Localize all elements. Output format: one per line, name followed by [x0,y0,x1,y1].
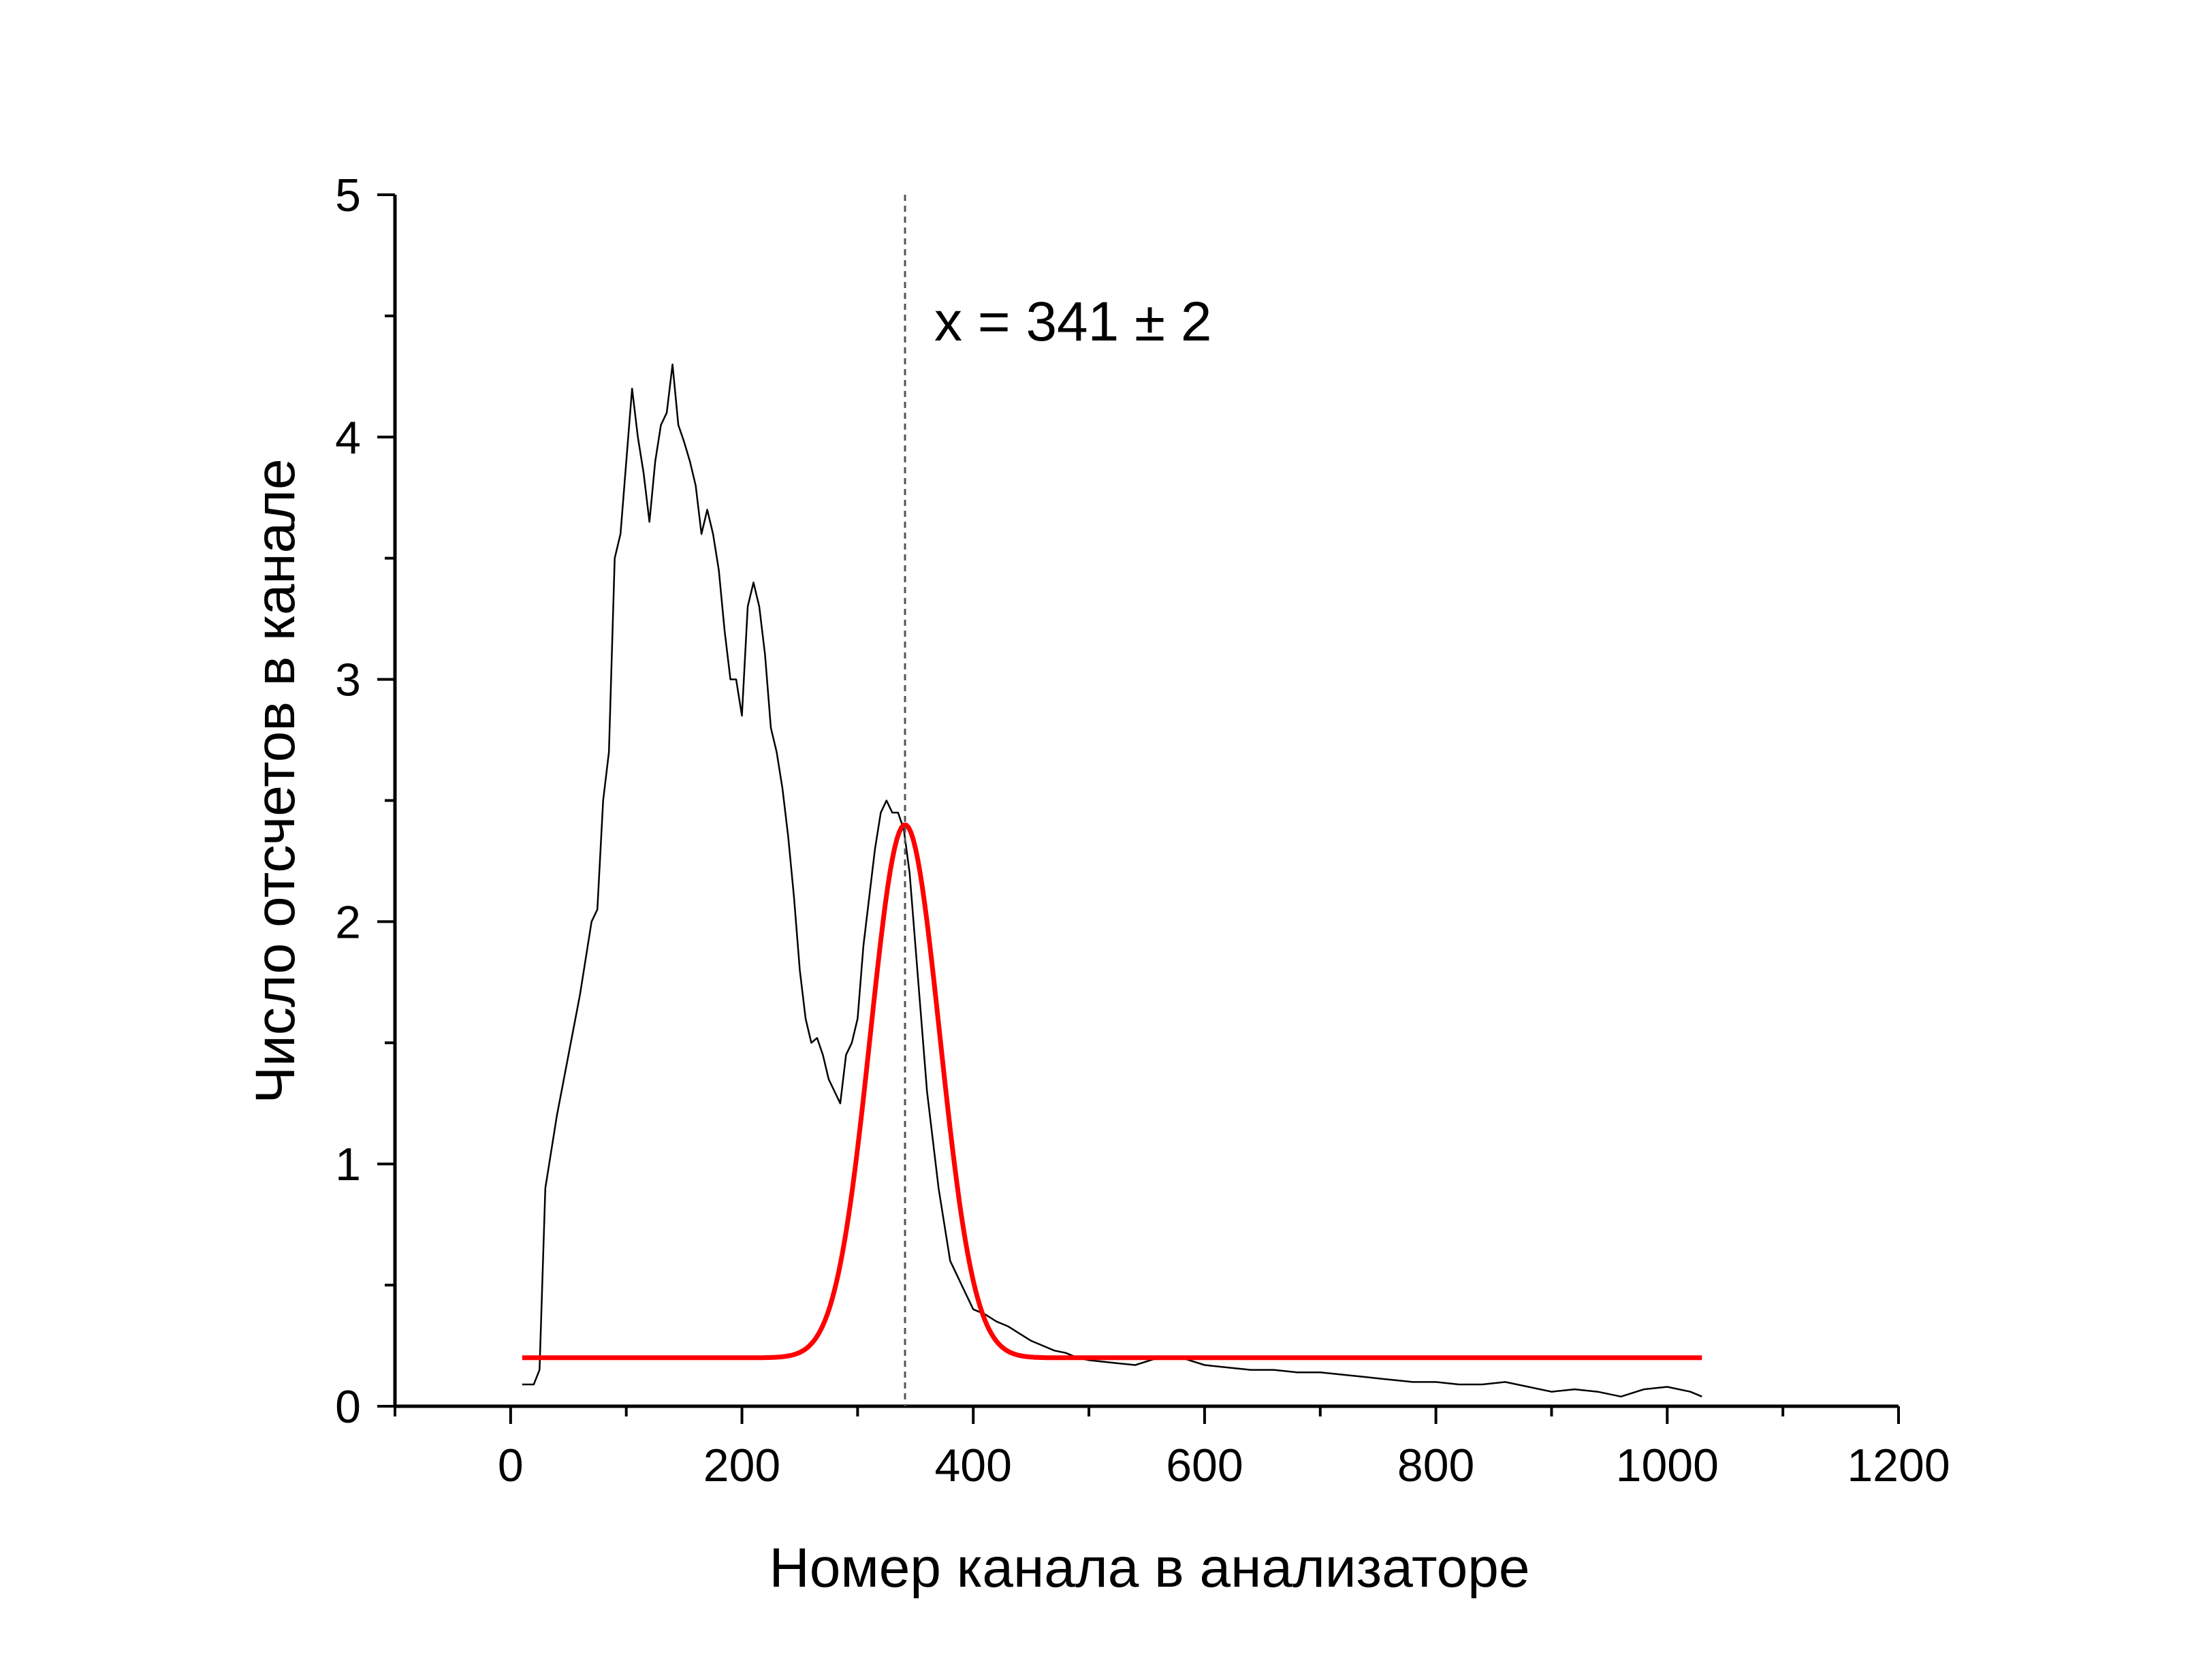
y-tick-label: 4 [335,412,361,464]
axes [393,195,1899,1408]
y-tick-label: 0 [335,1381,361,1433]
x-tick-label: 200 [703,1440,780,1491]
ticks: 0 200 400 600 800 1000 1200 0 1 2 3 4 5 [335,170,1950,1491]
x-tick-label: 0 [498,1440,524,1491]
y-tick-label: 1 [335,1139,361,1190]
x-tick-label: 800 [1397,1440,1474,1491]
x-tick-label: 600 [1166,1440,1243,1491]
x-tick-label: 400 [934,1440,1011,1491]
y-axis-label: Число отсчетов в канале [244,458,306,1103]
series [522,363,1702,1398]
y-tick-label: 2 [335,896,361,948]
gaussian-fit-line [522,823,1702,1361]
x-tick-label: 1000 [1616,1440,1719,1491]
measured-series-line [522,363,1702,1398]
y-tick-label: 3 [335,654,361,706]
y-tick-label: 5 [335,170,361,221]
annotation-label: x = 341 ± 2 [934,291,1211,353]
x-tick-label: 1200 [1847,1440,1950,1491]
x-axis-label: Номер канала в анализаторе [769,1537,1530,1599]
